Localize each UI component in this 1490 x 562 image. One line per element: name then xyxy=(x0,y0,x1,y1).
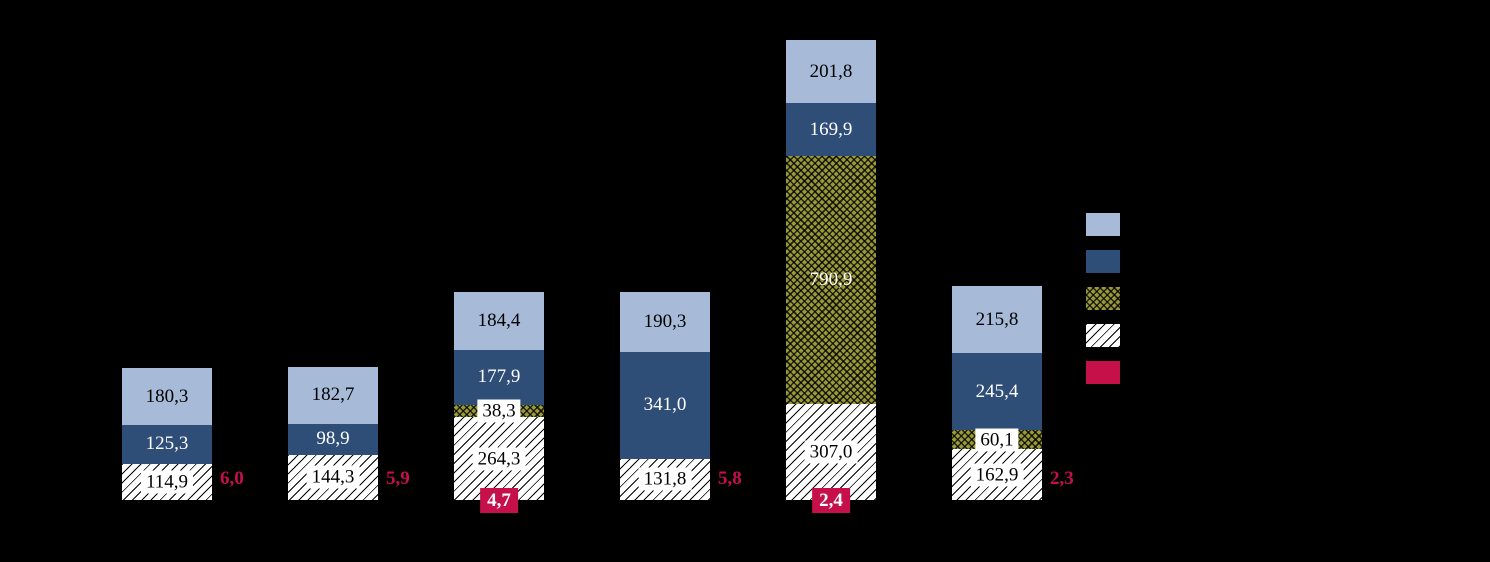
dark-blue-segment-label: 98,9 xyxy=(316,428,350,450)
red-value: 2,3 xyxy=(1050,468,1074,489)
light-blue-segment-label: 182,7 xyxy=(311,384,355,406)
light-blue-segment xyxy=(288,366,378,424)
olive-hatch-segment xyxy=(786,156,876,404)
white-hatch-segment-label: 307,0 xyxy=(804,440,858,464)
dark-blue-segment xyxy=(620,352,710,459)
dark-blue-segment-label: 245,4 xyxy=(975,380,1019,402)
white-hatch-segment-label: 264,3 xyxy=(472,447,526,471)
white-hatch-segment-label: 114,9 xyxy=(140,470,194,494)
light-blue-segment-label: 190,3 xyxy=(643,311,687,333)
dark-blue-segment xyxy=(454,349,544,406)
red-value: 6,0 xyxy=(220,468,244,489)
white-hatch-segment-label: 162,9 xyxy=(970,463,1024,486)
legend-olive-hatch-swatch xyxy=(1086,287,1120,310)
white-hatch-segment-label: 144,3 xyxy=(306,465,360,489)
light-blue-segment-label: 201,8 xyxy=(809,60,853,82)
dark-blue-segment-label: 177,9 xyxy=(477,366,521,388)
light-blue-segment xyxy=(952,285,1042,354)
light-blue-segment xyxy=(122,368,212,425)
olive-hatch-segment-label: 60,1 xyxy=(975,428,1019,452)
legend-dark-blue-swatch xyxy=(1086,250,1120,273)
red-value-boxed: 4,7 xyxy=(480,488,518,513)
dark-blue-segment-label: 169,9 xyxy=(809,118,853,140)
light-blue-segment-label: 215,8 xyxy=(975,308,1019,330)
red-value: 5,8 xyxy=(718,468,742,489)
dark-blue-segment xyxy=(288,423,378,455)
olive-hatch-segment-label: 790,9 xyxy=(809,269,853,291)
light-blue-segment-label: 184,4 xyxy=(477,309,521,331)
light-blue-segment xyxy=(620,292,710,352)
light-blue-segment-label: 180,3 xyxy=(145,385,189,407)
white-hatch-segment-label: 131,8 xyxy=(638,467,692,491)
dark-blue-segment-label: 341,0 xyxy=(643,394,687,416)
red-value-boxed: 2,4 xyxy=(812,488,850,513)
legend-white-hatch-swatch xyxy=(1086,324,1120,347)
white-hatch-segment xyxy=(952,449,1042,500)
dark-blue-segment xyxy=(122,424,212,465)
dark-blue-segment xyxy=(786,103,876,157)
olive-hatch-segment-label: 38,3 xyxy=(477,399,521,423)
red-value: 5,9 xyxy=(386,468,410,489)
legend-light-blue-swatch xyxy=(1086,213,1120,236)
light-blue-segment xyxy=(454,291,544,350)
legend-red-swatch xyxy=(1086,361,1120,384)
light-blue-segment xyxy=(786,40,876,104)
dark-blue-segment-label: 125,3 xyxy=(145,433,189,455)
dark-blue-segment xyxy=(952,353,1042,431)
